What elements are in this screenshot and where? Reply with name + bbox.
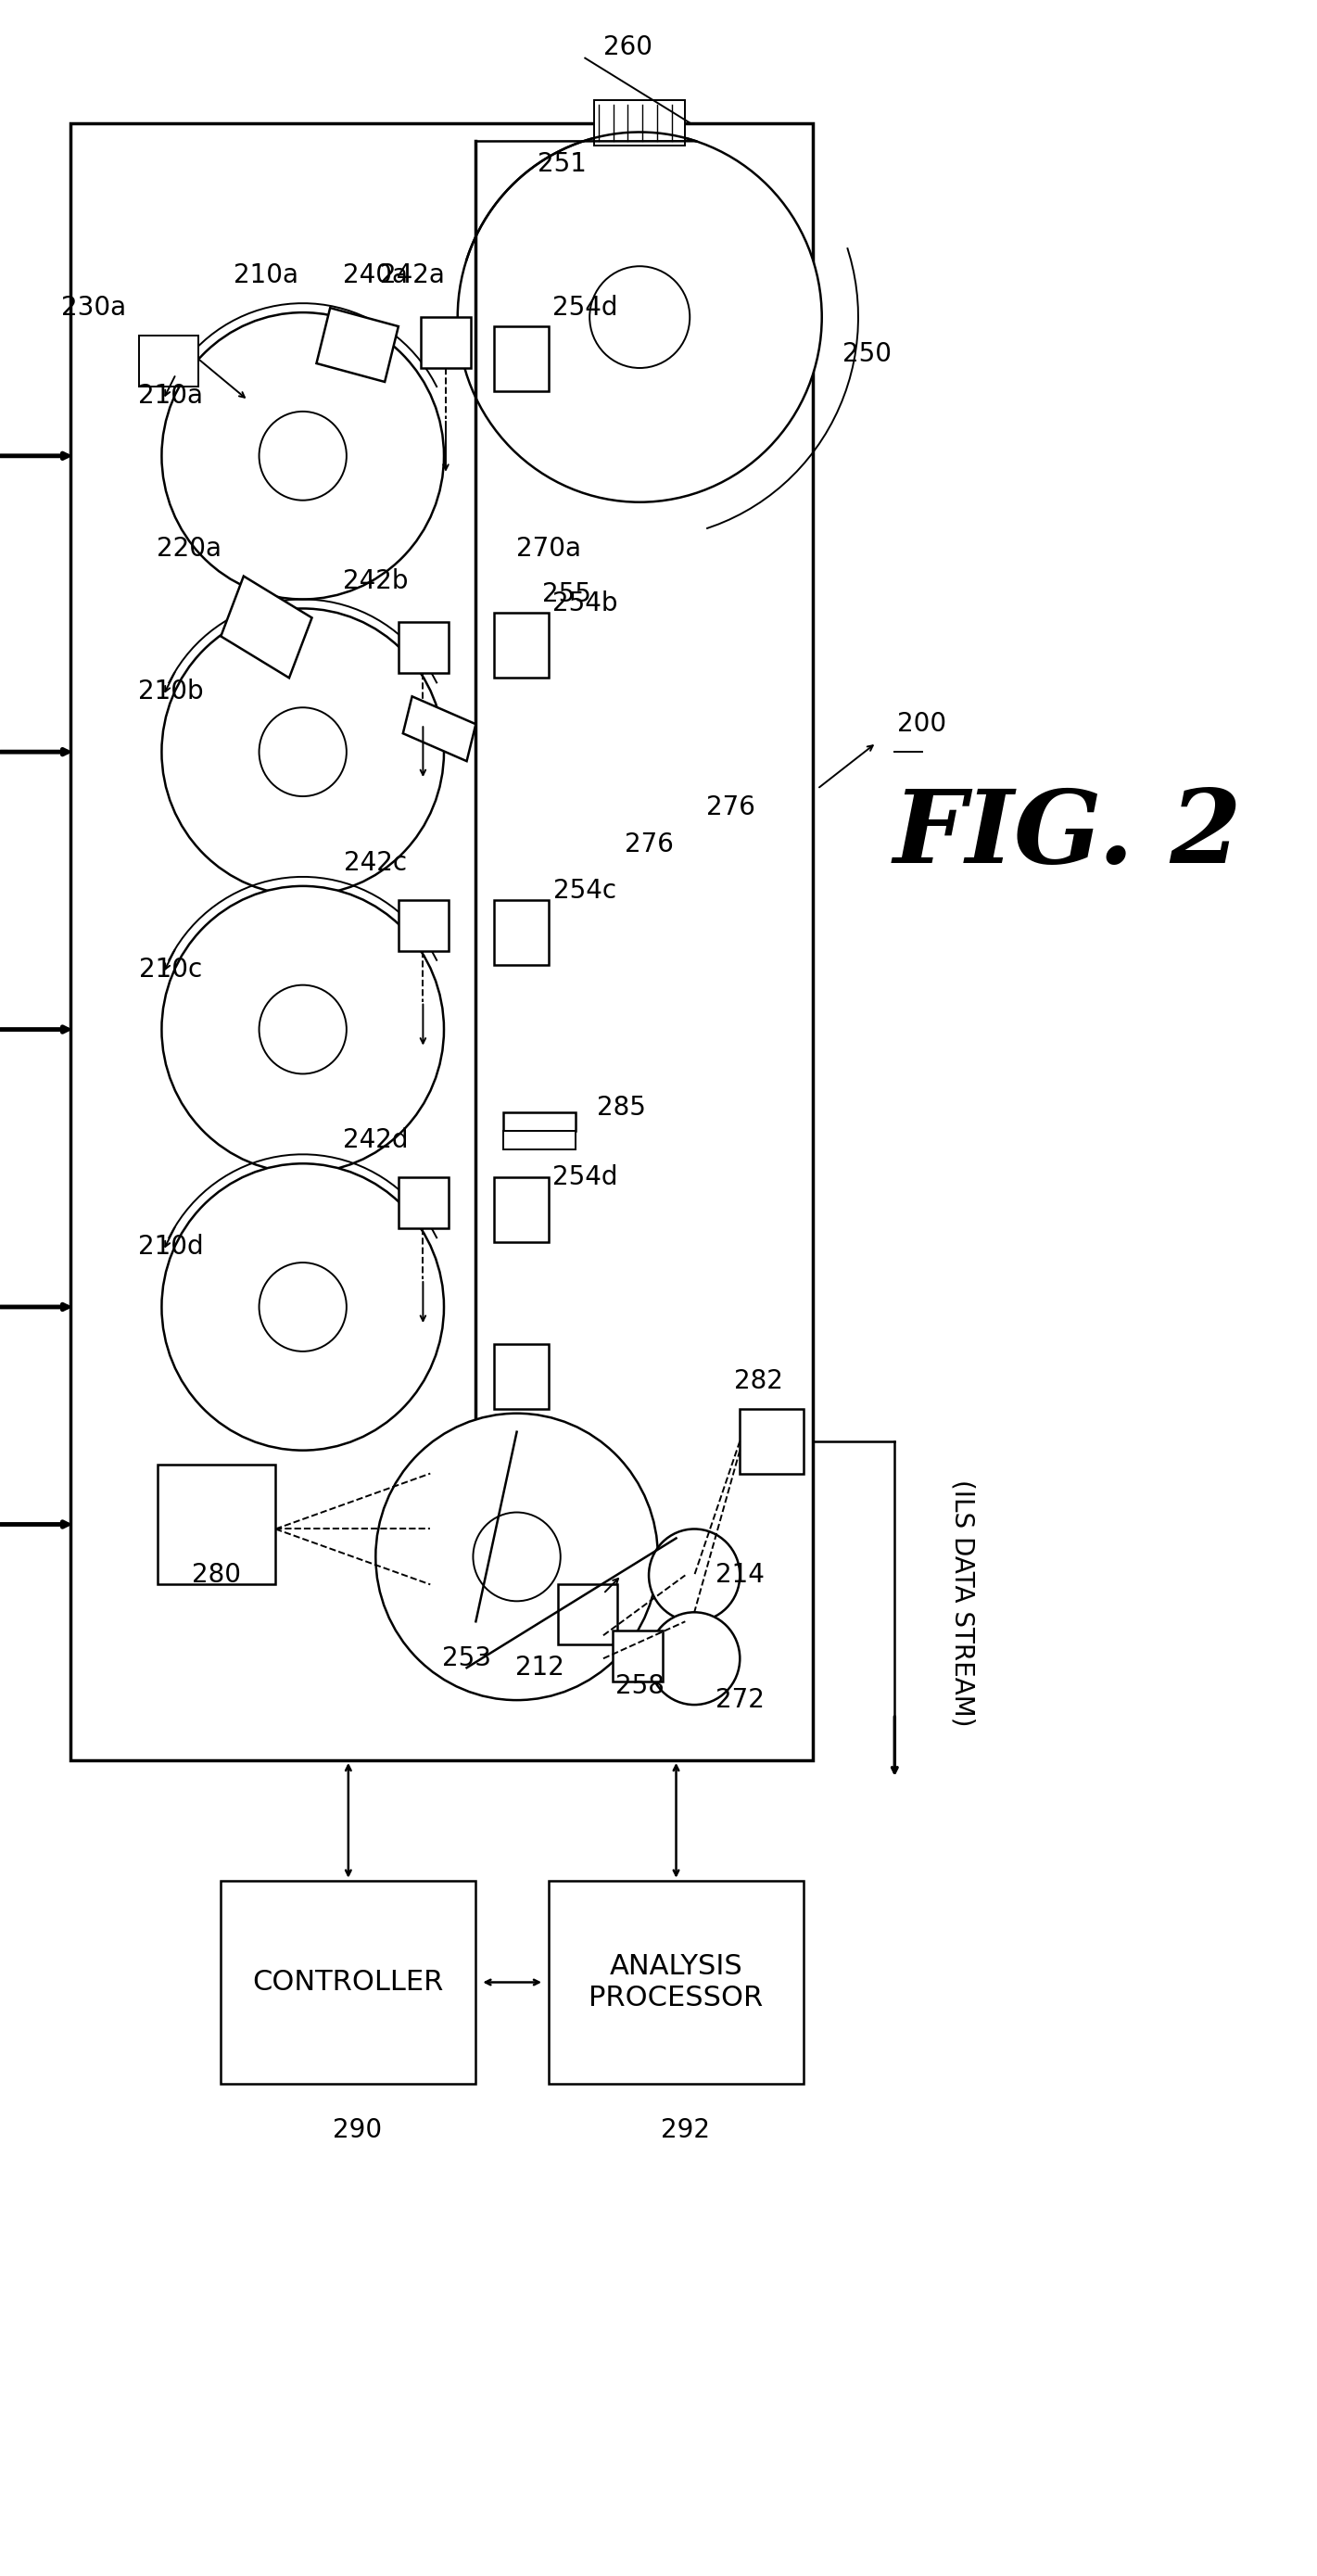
Circle shape	[259, 984, 346, 1074]
Polygon shape	[403, 696, 475, 760]
Text: FIG. 2: FIG. 2	[893, 786, 1242, 886]
Bar	[494, 1177, 549, 1242]
Circle shape	[457, 131, 822, 502]
Text: 258: 258	[615, 1674, 664, 1700]
Text: 220a: 220a	[157, 536, 221, 562]
Bar	[494, 613, 549, 677]
Bar	[612, 1631, 662, 1682]
Circle shape	[162, 1164, 444, 1450]
Bar	[594, 100, 685, 147]
Bar	[549, 1880, 803, 2084]
Bar	[503, 1113, 576, 1131]
Bar	[558, 1584, 616, 1643]
Circle shape	[162, 608, 444, 896]
Circle shape	[259, 1262, 346, 1352]
Bar	[503, 1131, 576, 1149]
Text: 254d: 254d	[552, 294, 618, 322]
Text: 210d: 210d	[138, 1234, 204, 1260]
Text: 242c: 242c	[344, 850, 407, 876]
Text: 200: 200	[897, 711, 947, 737]
Text: 276: 276	[706, 793, 755, 819]
Text: 280: 280	[192, 1561, 241, 1589]
Text: 272: 272	[715, 1687, 764, 1713]
Text: 253: 253	[443, 1646, 491, 1672]
Bar	[71, 124, 813, 1759]
Text: 270a: 270a	[516, 536, 581, 562]
Text: 242a: 242a	[379, 263, 444, 289]
Text: 255: 255	[543, 582, 591, 608]
Text: 242b: 242b	[342, 567, 408, 592]
Bar	[399, 1177, 449, 1229]
Bar	[221, 1880, 475, 2084]
Text: 230a: 230a	[61, 294, 126, 322]
Text: 250: 250	[843, 340, 892, 368]
Bar	[494, 899, 549, 963]
Text: CONTROLLER: CONTROLLER	[253, 1968, 444, 1996]
Text: 254d: 254d	[552, 1164, 618, 1190]
Text: 210a: 210a	[234, 263, 299, 289]
Bar	[399, 623, 449, 672]
Text: 285: 285	[597, 1095, 647, 1121]
Text: 210b: 210b	[138, 680, 204, 706]
Circle shape	[162, 886, 444, 1172]
Text: 254c: 254c	[553, 878, 616, 904]
Bar	[421, 317, 471, 368]
Bar	[399, 899, 449, 951]
Text: 212: 212	[515, 1654, 564, 1680]
Text: 254b: 254b	[552, 590, 618, 616]
Polygon shape	[316, 309, 399, 381]
Text: ANALYSIS
PROCESSOR: ANALYSIS PROCESSOR	[589, 1953, 764, 2012]
Circle shape	[375, 1414, 658, 1700]
Text: 210c: 210c	[140, 956, 203, 981]
Bar	[494, 1345, 549, 1409]
Text: 282: 282	[734, 1368, 782, 1394]
Text: 276: 276	[624, 832, 673, 858]
Text: 292: 292	[661, 2117, 710, 2143]
Text: 242d: 242d	[342, 1128, 408, 1154]
Text: 240a: 240a	[344, 263, 408, 289]
Circle shape	[162, 312, 444, 600]
Text: 210a: 210a	[138, 384, 203, 410]
Text: (ILS DATA STREAM): (ILS DATA STREAM)	[950, 1479, 976, 1726]
Circle shape	[253, 613, 274, 636]
Text: 260: 260	[603, 33, 652, 59]
Bar	[138, 335, 198, 386]
Bar	[157, 1463, 275, 1584]
Bar	[494, 327, 549, 392]
Circle shape	[473, 1512, 561, 1602]
Text: 214: 214	[715, 1561, 764, 1589]
Circle shape	[259, 412, 346, 500]
Circle shape	[649, 1530, 740, 1620]
Polygon shape	[221, 577, 312, 677]
Circle shape	[649, 1613, 740, 1705]
Text: 290: 290	[333, 2117, 382, 2143]
Circle shape	[590, 265, 690, 368]
Bar	[740, 1409, 803, 1473]
Text: 251: 251	[537, 152, 587, 178]
Circle shape	[259, 708, 346, 796]
